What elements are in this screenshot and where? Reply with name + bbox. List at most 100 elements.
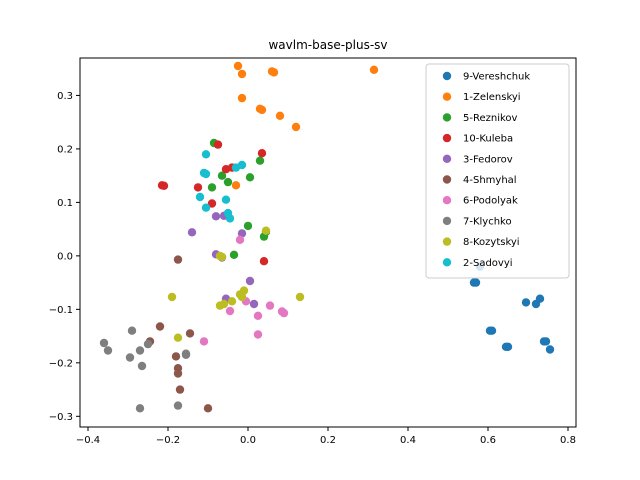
data-point [155, 322, 165, 331]
data-point [229, 250, 239, 259]
data-point [261, 226, 271, 235]
data-point [253, 330, 263, 339]
data-point [187, 228, 197, 237]
data-point [143, 339, 153, 349]
data-point [249, 299, 259, 309]
series-5 [145, 255, 213, 413]
legend-marker [442, 113, 452, 122]
data-point [245, 173, 255, 182]
x-tick-label: −0.2 [156, 435, 180, 446]
data-point [173, 255, 183, 264]
data-point [237, 229, 247, 238]
data-point [275, 111, 285, 121]
data-point [237, 93, 247, 103]
legend-label: 8-Kozytskyi [463, 237, 520, 248]
data-point [485, 326, 495, 335]
data-point [521, 298, 531, 307]
data-points [99, 61, 555, 413]
chart-title: wavlm-base-plus-sv [268, 38, 387, 52]
data-point [195, 192, 205, 202]
series-3 [157, 140, 269, 266]
data-point [231, 181, 241, 190]
data-point [201, 203, 211, 212]
data-point [369, 65, 379, 75]
data-point [125, 353, 135, 362]
data-point [237, 69, 247, 79]
data-point [265, 301, 275, 310]
data-point [159, 181, 169, 190]
data-point [545, 345, 555, 354]
data-point [127, 326, 137, 335]
data-point [99, 338, 109, 348]
data-point [535, 294, 545, 303]
data-point [103, 346, 113, 355]
data-point [253, 311, 263, 320]
data-point [279, 308, 289, 318]
series-0 [469, 262, 555, 354]
data-point [295, 292, 305, 302]
series-9 [195, 150, 247, 223]
series-1 [231, 61, 379, 190]
series-6 [199, 235, 289, 346]
data-point [181, 349, 191, 358]
legend-label: 9-Vereshchuk [463, 72, 530, 83]
data-point [171, 352, 181, 361]
data-point [185, 329, 195, 338]
data-point [175, 385, 185, 394]
y-tick-label: 0.2 [57, 144, 73, 155]
data-point [135, 346, 145, 355]
data-point [255, 156, 265, 165]
data-point [201, 150, 211, 159]
data-point [167, 292, 177, 302]
data-point [211, 212, 221, 221]
legend-marker [442, 92, 452, 101]
data-point [173, 401, 183, 410]
legend-label: 4-Shmyhal [463, 175, 517, 186]
data-point [201, 169, 211, 179]
data-point [255, 104, 265, 114]
y-tick-label: −0.1 [49, 305, 73, 316]
data-point [469, 278, 479, 287]
x-tick-label: 0.2 [320, 435, 336, 446]
data-point [237, 160, 247, 170]
data-point [173, 333, 183, 342]
x-tick-label: 0.0 [240, 435, 256, 446]
data-point [223, 177, 233, 187]
data-point [539, 337, 549, 346]
data-point [221, 195, 231, 204]
y-tick-label: −0.3 [49, 412, 73, 423]
data-point [239, 286, 249, 295]
y-tick-label: 0.0 [57, 251, 73, 262]
legend-marker [442, 216, 452, 226]
legend-marker [442, 175, 452, 184]
data-point [245, 276, 255, 286]
series-8 [167, 226, 305, 342]
data-point [501, 342, 511, 351]
data-point [213, 140, 223, 149]
legend-label: 7-Klychko [463, 216, 512, 227]
data-point [217, 252, 227, 262]
legend-box [425, 63, 570, 279]
x-tick-label: −0.4 [76, 435, 100, 446]
data-point [217, 171, 227, 180]
legend-marker [442, 196, 452, 205]
legend-marker [442, 133, 452, 143]
legend: 9-Vereshchuk 1-Zelenskyi 5-Reznikov 10-Kule… [425, 63, 570, 279]
legend-label: 2-Sadovyi [463, 258, 513, 269]
data-point [225, 306, 235, 316]
y-tick-label: −0.2 [49, 358, 73, 369]
x-tick-label: 0.4 [400, 435, 416, 446]
data-point [173, 369, 183, 378]
data-point [137, 361, 147, 371]
data-point [193, 183, 203, 192]
data-point [199, 337, 209, 346]
data-point [257, 149, 267, 158]
legend-label: 3-Fedorov [463, 154, 513, 165]
data-point [243, 221, 253, 231]
y-tick-label: 0.1 [57, 198, 73, 209]
x-tick-label: 0.6 [480, 435, 496, 446]
axes: −0.4 −0.2 0.0 0.2 0.4 0.6 0.8 −0.3 −0.2 −0.1 0.0 0.… [49, 57, 577, 446]
legend-marker [442, 258, 452, 267]
data-point [227, 297, 237, 306]
